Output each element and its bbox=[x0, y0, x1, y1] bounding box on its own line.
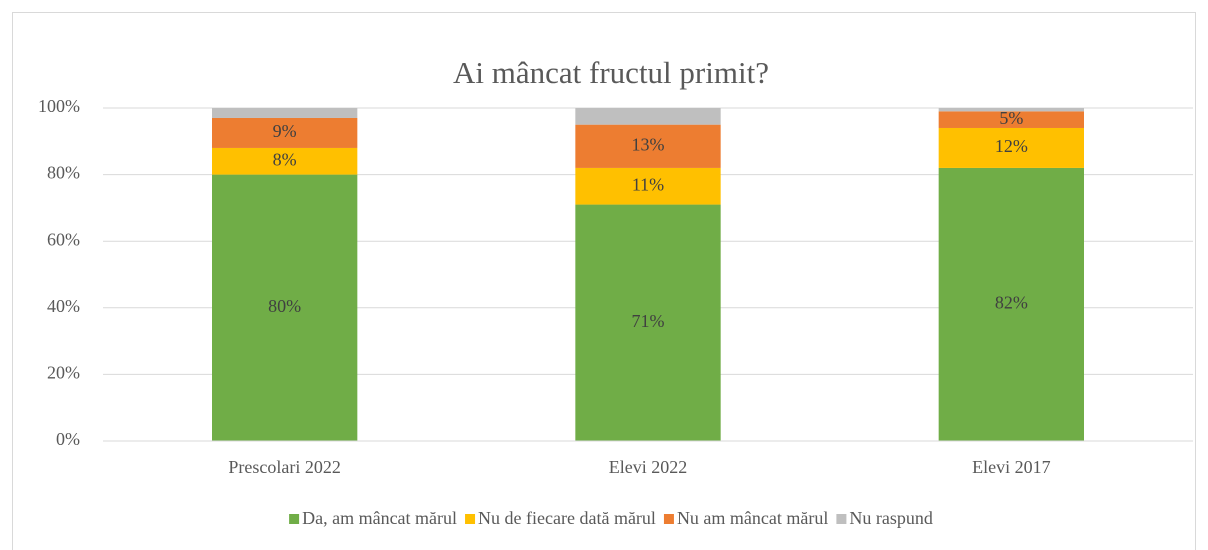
legend-swatch bbox=[289, 514, 300, 524]
y-tick-label: 80% bbox=[47, 163, 80, 183]
bar-segment bbox=[212, 108, 358, 118]
x-tick-label: Prescolari 2022 bbox=[228, 457, 340, 477]
bar-segment bbox=[575, 167, 721, 205]
y-tick-label: 20% bbox=[47, 363, 80, 383]
data-label: 13% bbox=[632, 134, 665, 154]
y-tick-label: 60% bbox=[47, 229, 80, 249]
legend-label: Nu raspund bbox=[849, 508, 933, 528]
data-label: 12% bbox=[995, 136, 1028, 156]
legend-label: Da, am mâncat mărul bbox=[302, 508, 457, 528]
y-tick-label: 40% bbox=[47, 296, 80, 316]
x-tick-label: Elevi 2017 bbox=[972, 457, 1051, 477]
data-label: 80% bbox=[268, 296, 301, 316]
data-label: 11% bbox=[632, 174, 664, 194]
bar-segment bbox=[575, 108, 721, 125]
data-label: 5% bbox=[999, 108, 1023, 128]
y-tick-label: 0% bbox=[56, 429, 80, 449]
bar-segment bbox=[938, 127, 1084, 168]
legend-swatch bbox=[663, 514, 674, 524]
data-label: 71% bbox=[632, 311, 665, 331]
legend-label: Nu de fiecare dată mărul bbox=[478, 508, 656, 528]
bar-segment bbox=[938, 111, 1084, 128]
data-label: 82% bbox=[995, 293, 1028, 313]
data-label: 8% bbox=[273, 149, 297, 169]
bar-segment bbox=[938, 108, 1084, 112]
legend-swatch bbox=[836, 514, 847, 524]
chart-title: Ai mâncat fructul primit? bbox=[453, 55, 769, 90]
bar-segment bbox=[575, 124, 721, 168]
bar-segment bbox=[212, 147, 358, 175]
legend-label: Nu am mâncat mărul bbox=[677, 508, 828, 528]
bar-segment bbox=[575, 204, 721, 441]
y-tick-label: 100% bbox=[38, 96, 80, 116]
data-label: 9% bbox=[273, 121, 297, 141]
x-tick-label: Elevi 2022 bbox=[609, 457, 688, 477]
legend-swatch bbox=[465, 514, 476, 524]
bar-segment bbox=[212, 174, 358, 441]
bar-segment bbox=[938, 167, 1084, 441]
bar-segment bbox=[212, 117, 358, 148]
